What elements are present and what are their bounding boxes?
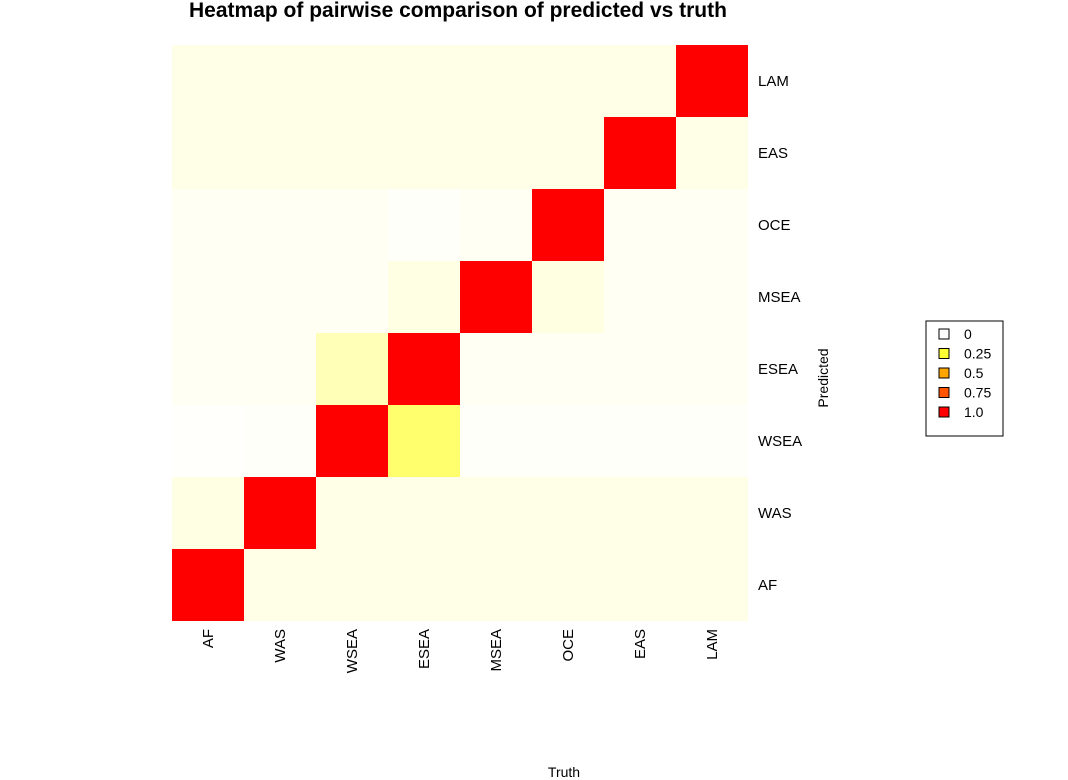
x-tick-label-msea: MSEA [488, 629, 505, 672]
heatmap-cell-eas-af [604, 549, 676, 621]
heatmap-cell-wsea-wsea [316, 405, 388, 477]
y-tick-label-was: WAS [758, 505, 792, 522]
y-axis-label: Predicted [815, 348, 831, 407]
heatmap-cell-lam-oce [676, 189, 748, 261]
heatmap-cell-was-msea [244, 261, 316, 333]
heatmap-cell-msea-wsea [460, 405, 532, 477]
heatmap-cell-msea-eas [460, 117, 532, 189]
heatmap-cell-eas-eas [604, 117, 676, 189]
heatmap-cell-af-wsea [172, 405, 244, 477]
legend-swatch [938, 406, 950, 418]
y-tick-label-lam: LAM [758, 73, 789, 90]
y-tick-label-esea: ESEA [758, 361, 798, 378]
heatmap-cell-af-esea [172, 333, 244, 405]
heatmap-cell-eas-lam [604, 45, 676, 117]
heatmap-cell-wsea-oce [316, 189, 388, 261]
heatmap-cell-esea-was [388, 477, 460, 549]
heatmap-cell-msea-msea [460, 261, 532, 333]
heatmap-cell-lam-msea [676, 261, 748, 333]
heatmap-cell-wsea-lam [316, 45, 388, 117]
heatmap-cell-oce-msea [532, 261, 604, 333]
x-tick-labels: AF WAS WSEA ESEA MSEA OCE EAS LAM [200, 629, 721, 673]
heatmap-cells [172, 45, 748, 621]
heatmap-cell-af-af [172, 549, 244, 621]
y-tick-label-msea: MSEA [758, 289, 801, 306]
heatmap-cell-eas-wsea [604, 405, 676, 477]
y-tick-labels: AF WAS WSEA ESEA MSEA OCE EAS LAM [758, 73, 802, 594]
heatmap-cell-eas-msea [604, 261, 676, 333]
heatmap-cell-msea-lam [460, 45, 532, 117]
heatmap-cell-was-oce [244, 189, 316, 261]
heatmap-cell-wsea-af [316, 549, 388, 621]
heatmap-cell-was-lam [244, 45, 316, 117]
heatmap-cell-was-af [244, 549, 316, 621]
heatmap-cell-was-esea [244, 333, 316, 405]
color-legend: 0 0.25 0.5 0.75 1.0 [925, 320, 1004, 437]
legend-label: 1.0 [964, 404, 984, 420]
heatmap-cell-lam-lam [676, 45, 748, 117]
heatmap-cell-oce-esea [532, 333, 604, 405]
heatmap-cell-esea-esea [388, 333, 460, 405]
heatmap-cell-af-msea [172, 261, 244, 333]
heatmap-cell-was-wsea [244, 405, 316, 477]
heatmap-cell-wsea-msea [316, 261, 388, 333]
heatmap-cell-lam-wsea [676, 405, 748, 477]
legend-swatch [938, 387, 950, 398]
x-tick-label-oce: OCE [560, 629, 577, 662]
heatmap-cell-esea-eas [388, 117, 460, 189]
heatmap-cell-wsea-eas [316, 117, 388, 189]
legend-swatch [938, 367, 950, 379]
x-tick-label-wsea: WSEA [344, 629, 361, 673]
heatmap-cell-eas-oce [604, 189, 676, 261]
heatmap-cell-af-was [172, 477, 244, 549]
heatmap-cell-lam-esea [676, 333, 748, 405]
heatmap-cell-af-eas [172, 117, 244, 189]
heatmap-cell-af-lam [172, 45, 244, 117]
y-tick-label-wsea: WSEA [758, 433, 802, 450]
heatmap-cell-esea-msea [388, 261, 460, 333]
heatmap-cell-msea-esea [460, 333, 532, 405]
heatmap-cell-esea-af [388, 549, 460, 621]
heatmap-cell-msea-was [460, 477, 532, 549]
heatmap-cell-oce-lam [532, 45, 604, 117]
x-tick-label-af: AF [200, 629, 217, 648]
legend-swatch [938, 328, 950, 340]
y-tick-label-af: AF [758, 577, 777, 594]
heatmap-cell-esea-wsea [388, 405, 460, 477]
heatmap-cell-msea-oce [460, 189, 532, 261]
x-tick-label-eas: EAS [632, 629, 649, 659]
heatmap-cell-msea-af [460, 549, 532, 621]
legend-label: 0.5 [964, 365, 984, 381]
x-axis-label: Truth [548, 764, 580, 780]
heatmap-cell-lam-was [676, 477, 748, 549]
heatmap-cell-oce-wsea [532, 405, 604, 477]
x-tick-label-was: WAS [272, 629, 289, 663]
heatmap-cell-wsea-esea [316, 333, 388, 405]
legend-label: 0.75 [964, 385, 991, 401]
heatmap-cell-eas-esea [604, 333, 676, 405]
heatmap-cell-af-oce [172, 189, 244, 261]
y-tick-label-eas: EAS [758, 145, 788, 162]
heatmap-cell-esea-oce [388, 189, 460, 261]
heatmap-cell-oce-eas [532, 117, 604, 189]
chart-title: Heatmap of pairwise comparison of predic… [189, 0, 727, 22]
heatmap-cell-eas-was [604, 477, 676, 549]
legend-label: 0.25 [964, 346, 991, 362]
x-tick-label-lam: LAM [704, 629, 721, 660]
heatmap-cell-lam-eas [676, 117, 748, 189]
heatmap-cell-was-eas [244, 117, 316, 189]
legend-swatch [938, 348, 950, 359]
legend-label: 0 [964, 326, 972, 342]
x-tick-label-esea: ESEA [416, 629, 433, 669]
heatmap-cell-oce-af [532, 549, 604, 621]
heatmap-cell-wsea-was [316, 477, 388, 549]
heatmap-cell-oce-oce [532, 189, 604, 261]
heatmap-cell-was-was [244, 477, 316, 549]
heatmap-cell-esea-lam [388, 45, 460, 117]
y-tick-label-oce: OCE [758, 217, 791, 234]
heatmap-cell-oce-was [532, 477, 604, 549]
heatmap-cell-lam-af [676, 549, 748, 621]
